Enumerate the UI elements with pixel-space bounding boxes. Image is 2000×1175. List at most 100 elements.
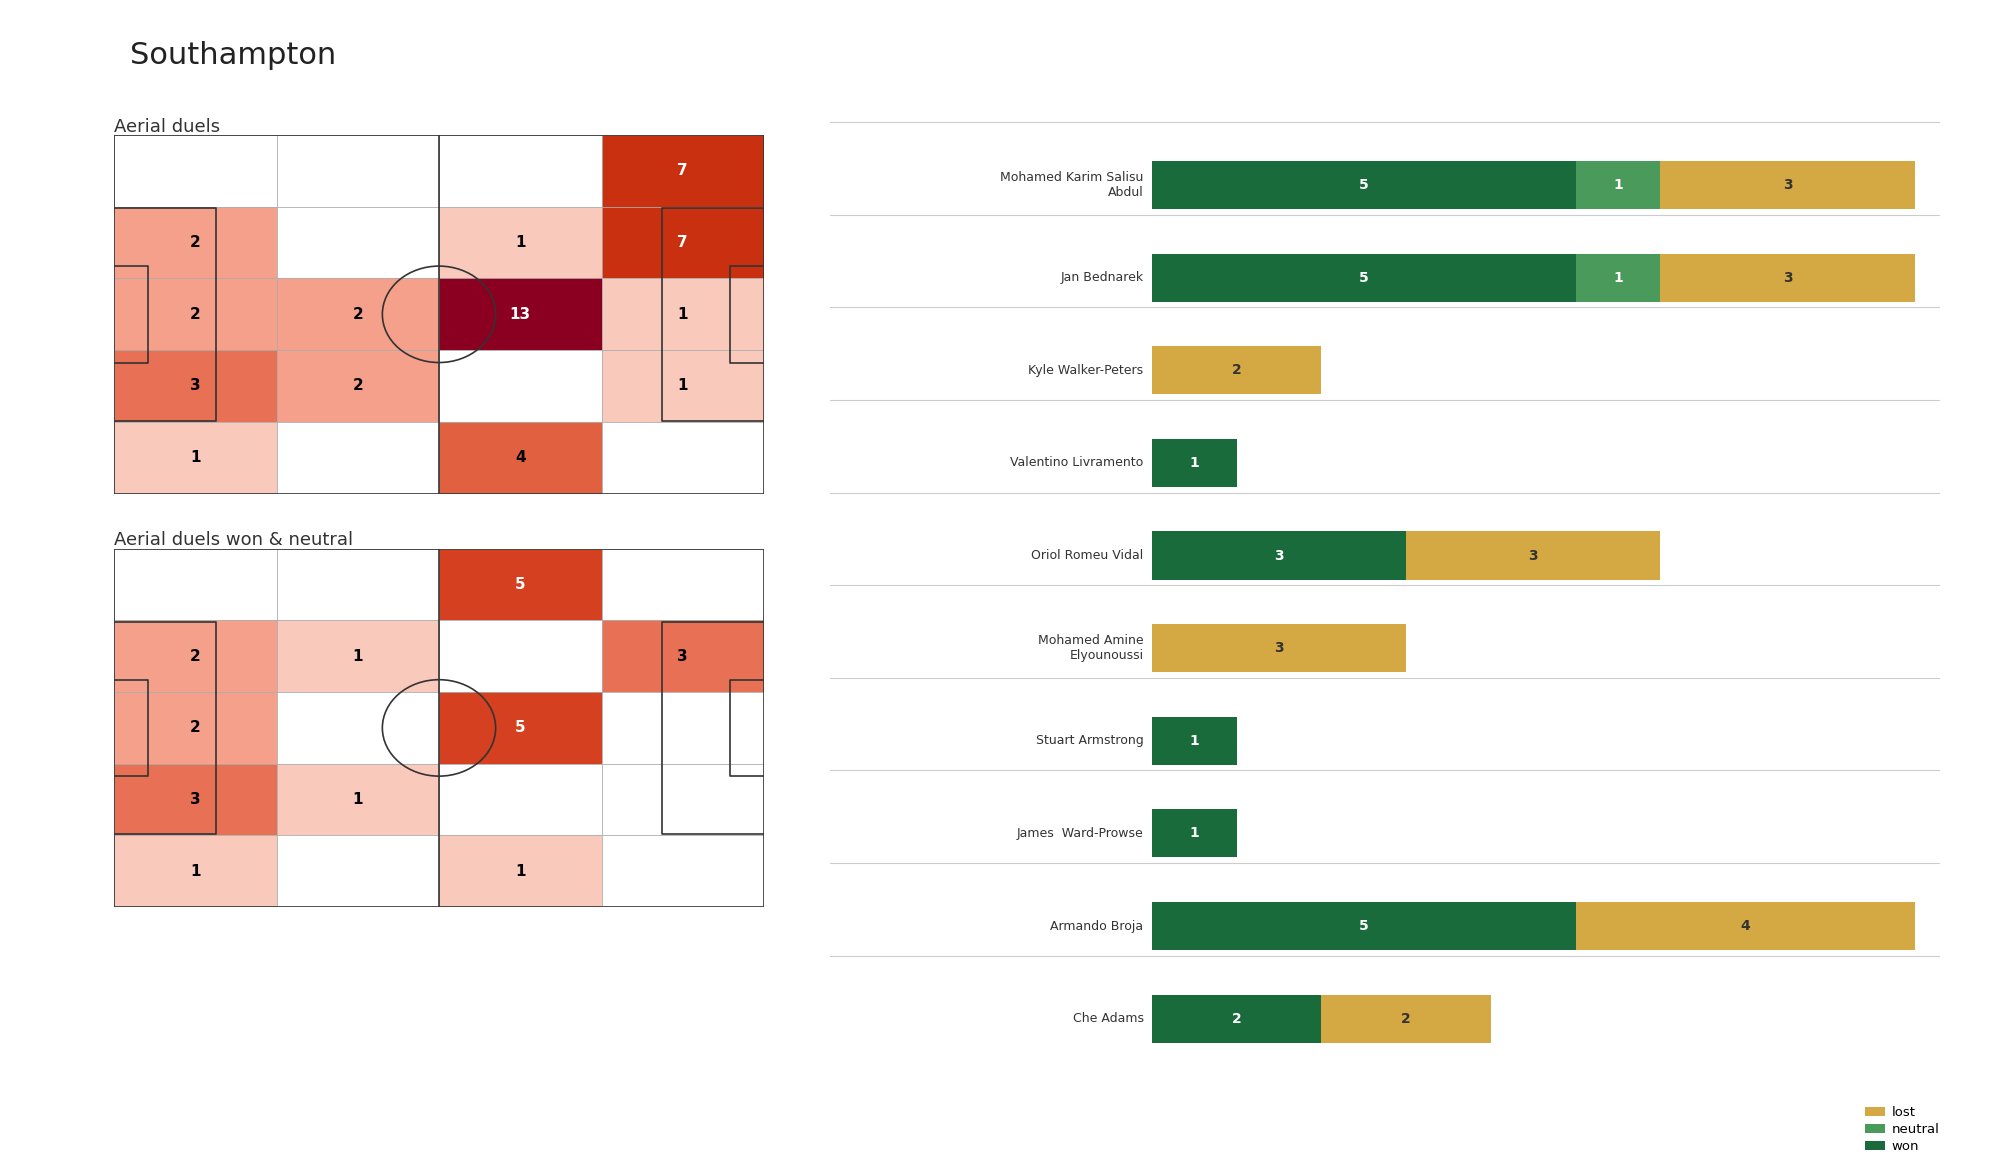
- Text: 3: 3: [1274, 642, 1284, 656]
- Bar: [1152, 717, 1236, 765]
- Bar: [602, 135, 764, 207]
- Text: Jan Bednarek: Jan Bednarek: [1060, 271, 1144, 284]
- Text: 1: 1: [1190, 733, 1200, 747]
- Bar: [276, 135, 440, 207]
- Text: 5: 5: [514, 577, 526, 592]
- Text: 2: 2: [352, 307, 364, 322]
- Text: 1: 1: [1190, 826, 1200, 840]
- Bar: [114, 422, 276, 494]
- Bar: [1576, 161, 1660, 209]
- Bar: [440, 549, 602, 620]
- Bar: [1152, 810, 1236, 858]
- Text: 2: 2: [352, 378, 364, 394]
- Bar: [440, 207, 602, 278]
- Bar: [440, 692, 602, 764]
- Text: 5: 5: [1358, 919, 1368, 933]
- Text: 7: 7: [678, 163, 688, 179]
- Text: 13: 13: [510, 307, 530, 322]
- Text: Stuart Armstrong: Stuart Armstrong: [1036, 734, 1144, 747]
- Bar: [602, 350, 764, 422]
- Bar: [114, 278, 276, 350]
- Bar: [1152, 994, 1322, 1042]
- Text: 2: 2: [1232, 1012, 1242, 1026]
- Bar: [114, 350, 276, 422]
- Text: 2: 2: [1232, 363, 1242, 377]
- Bar: [1152, 254, 1576, 302]
- Bar: [1152, 161, 1576, 209]
- Bar: [440, 350, 602, 422]
- Text: Oriol Romeu Vidal: Oriol Romeu Vidal: [1032, 549, 1144, 562]
- Bar: [602, 692, 764, 764]
- Text: 1: 1: [1190, 456, 1200, 470]
- Text: 3: 3: [1782, 270, 1792, 284]
- Text: 1: 1: [678, 378, 688, 394]
- Bar: [602, 207, 764, 278]
- Bar: [602, 764, 764, 835]
- Bar: [602, 278, 764, 350]
- Bar: [114, 692, 276, 764]
- Text: 1: 1: [1614, 270, 1622, 284]
- Bar: [1576, 254, 1660, 302]
- Bar: [1152, 531, 1406, 579]
- Text: 1: 1: [190, 864, 200, 879]
- Text: 1: 1: [516, 235, 526, 250]
- Text: 3: 3: [678, 649, 688, 664]
- Bar: [276, 764, 440, 835]
- Text: Che Adams: Che Adams: [1072, 1012, 1144, 1025]
- Bar: [602, 835, 764, 907]
- Text: 3: 3: [190, 378, 200, 394]
- Bar: [114, 549, 276, 620]
- Text: 1: 1: [352, 649, 364, 664]
- Text: 1: 1: [1614, 179, 1622, 192]
- Bar: [114, 835, 276, 907]
- Text: 2: 2: [190, 720, 200, 736]
- Text: James  Ward-Prowse: James Ward-Prowse: [1016, 827, 1144, 840]
- Text: Mohamed Karim Salisu
Abdul: Mohamed Karim Salisu Abdul: [1000, 172, 1144, 199]
- Text: 3: 3: [1782, 179, 1792, 192]
- Text: Armando Broja: Armando Broja: [1050, 920, 1144, 933]
- Bar: [1152, 902, 1576, 951]
- Text: 3: 3: [1528, 549, 1538, 563]
- Bar: [1152, 347, 1322, 395]
- Bar: [1406, 531, 1660, 579]
- Text: 5: 5: [1358, 179, 1368, 192]
- Text: 1: 1: [678, 307, 688, 322]
- Bar: [114, 207, 276, 278]
- Bar: [602, 549, 764, 620]
- Bar: [276, 350, 440, 422]
- Bar: [440, 278, 602, 350]
- Bar: [602, 422, 764, 494]
- Text: Mohamed Amine
Elyounoussi: Mohamed Amine Elyounoussi: [1038, 634, 1144, 663]
- Text: 3: 3: [1274, 549, 1284, 563]
- Legend: lost, neutral, won: lost, neutral, won: [1860, 1101, 1944, 1159]
- Text: Aerial duels won & neutral: Aerial duels won & neutral: [114, 531, 354, 549]
- Bar: [440, 422, 602, 494]
- Bar: [440, 835, 602, 907]
- Bar: [276, 278, 440, 350]
- Bar: [276, 422, 440, 494]
- Bar: [1660, 254, 1914, 302]
- Bar: [440, 135, 602, 207]
- Text: 2: 2: [1402, 1012, 1412, 1026]
- Bar: [114, 620, 276, 692]
- Bar: [1152, 624, 1406, 672]
- Text: 1: 1: [190, 450, 200, 465]
- Bar: [276, 207, 440, 278]
- Bar: [1322, 994, 1490, 1042]
- Text: Kyle Walker-Peters: Kyle Walker-Peters: [1028, 364, 1144, 377]
- Text: 3: 3: [190, 792, 200, 807]
- Bar: [440, 620, 602, 692]
- Text: 2: 2: [190, 307, 200, 322]
- Bar: [602, 620, 764, 692]
- Text: Aerial duels: Aerial duels: [114, 118, 220, 135]
- Bar: [114, 135, 276, 207]
- Bar: [114, 764, 276, 835]
- Bar: [276, 549, 440, 620]
- Bar: [276, 620, 440, 692]
- Text: 5: 5: [514, 720, 526, 736]
- Text: 2: 2: [190, 235, 200, 250]
- Text: 5: 5: [1358, 270, 1368, 284]
- Text: 4: 4: [514, 450, 526, 465]
- Text: 1: 1: [352, 792, 364, 807]
- Text: 4: 4: [1740, 919, 1750, 933]
